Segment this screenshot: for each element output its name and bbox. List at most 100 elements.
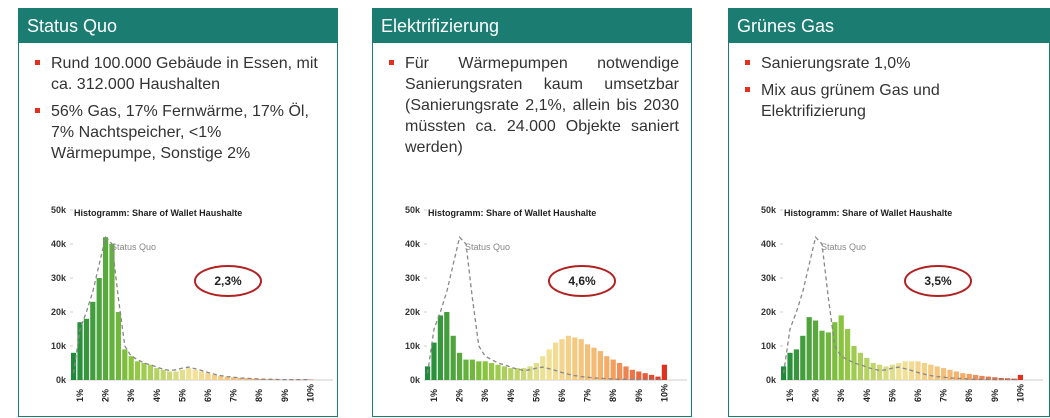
y-tick-label: 30k (405, 273, 421, 283)
bar (469, 359, 475, 380)
x-tick-label: 1% (785, 389, 795, 402)
bar (431, 342, 437, 380)
x-tick-label: 8% (964, 389, 974, 402)
bar (604, 356, 610, 380)
bar (77, 322, 83, 380)
bar (649, 374, 655, 380)
bar (263, 379, 269, 380)
bar (851, 346, 857, 380)
bar (623, 366, 629, 380)
y-tick-label: 0k (410, 375, 421, 385)
bar (250, 378, 256, 380)
y-tick-label: 50k (761, 205, 777, 215)
y-tick-label: 30k (51, 273, 67, 283)
bar (947, 369, 953, 380)
bar (514, 368, 520, 380)
bar (71, 352, 77, 380)
x-tick-label: 10% (659, 384, 669, 402)
bar (450, 335, 456, 380)
bar (629, 369, 635, 380)
panel: Grünes Gas Sanierungsrate 1,0% Mix aus grü… (728, 8, 1050, 417)
bar (103, 237, 109, 380)
y-tick-label: 40k (761, 239, 777, 249)
bullet: Für Wärmepumpen notwendige Sanierungsrat… (389, 53, 679, 158)
line-label: Status Quo (821, 242, 866, 252)
bar (825, 332, 831, 380)
bar (173, 371, 179, 380)
bar (838, 315, 844, 380)
bar (218, 375, 224, 380)
x-tick-label: 9% (990, 389, 1000, 402)
bar (896, 363, 902, 380)
x-tick-label: 4% (862, 389, 872, 402)
x-tick-label: 3% (126, 389, 136, 402)
x-tick-label: 1% (75, 389, 85, 402)
badge-ring (904, 265, 972, 297)
bar (921, 363, 927, 380)
bar (109, 244, 115, 380)
bar (559, 339, 565, 380)
x-tick-label: 1% (429, 389, 439, 402)
bar (224, 376, 230, 380)
bar (819, 330, 825, 380)
bar (617, 363, 623, 380)
bar (883, 366, 889, 380)
bar (527, 366, 533, 380)
bar (237, 377, 243, 380)
panel-title: Grünes Gas (729, 9, 1049, 43)
bar (960, 373, 966, 380)
bar (902, 361, 908, 380)
bar (572, 337, 578, 380)
chart-title: Histogramm: Share of Wallet Haushalte (74, 208, 242, 218)
panel-title: Elektrifizierung (373, 9, 691, 43)
bar (953, 371, 959, 380)
chart-title: Histogramm: Share of Wallet Haushalte (784, 208, 952, 218)
bar (941, 368, 947, 380)
x-tick-label: 5% (177, 389, 187, 402)
bar (147, 364, 153, 380)
bullet: Rund 100.000 Gebäude in Essen, mit ca. 3… (35, 53, 325, 95)
x-tick-label: 6% (913, 389, 923, 402)
x-tick-label: 7% (939, 389, 949, 402)
bar (870, 363, 876, 380)
bar (813, 320, 819, 380)
x-tick-label: 3% (836, 389, 846, 402)
x-tick-label: 8% (254, 389, 264, 402)
bar (832, 322, 838, 380)
bar (985, 376, 991, 380)
bar (90, 301, 96, 380)
bar (167, 371, 173, 380)
bar (489, 363, 495, 380)
bar (800, 335, 806, 380)
badge: 2,3% (214, 274, 242, 288)
x-tick-label: 7% (583, 389, 593, 402)
bar (205, 373, 211, 380)
bullet: Mix aus grünem Gas und Elektrifizierung (745, 80, 1037, 122)
bar (501, 366, 507, 380)
bar (1017, 374, 1023, 380)
bar (966, 373, 972, 380)
bar (642, 373, 648, 380)
bar (457, 352, 463, 380)
bar (160, 369, 166, 380)
bar (540, 356, 546, 380)
bar (533, 363, 539, 380)
bar (864, 357, 870, 380)
bullet: Sanierungsrate 1,0% (745, 53, 1037, 74)
bar (928, 364, 934, 380)
bar (115, 312, 121, 380)
bar (186, 368, 192, 380)
y-tick-label: 20k (761, 307, 777, 317)
x-tick-label: 3% (480, 389, 490, 402)
bar (128, 356, 134, 380)
bullet-list: Für Wärmepumpen notwendige Sanierungsrat… (373, 43, 691, 158)
bar (787, 352, 793, 380)
y-tick-label: 40k (51, 239, 67, 249)
status-quo-line (72, 235, 311, 381)
bar (463, 359, 469, 380)
bar (521, 368, 527, 380)
x-tick-label: 5% (531, 389, 541, 402)
bullet: 56% Gas, 17% Fernwärme, 17% Öl, 7% Nacht… (35, 101, 325, 164)
